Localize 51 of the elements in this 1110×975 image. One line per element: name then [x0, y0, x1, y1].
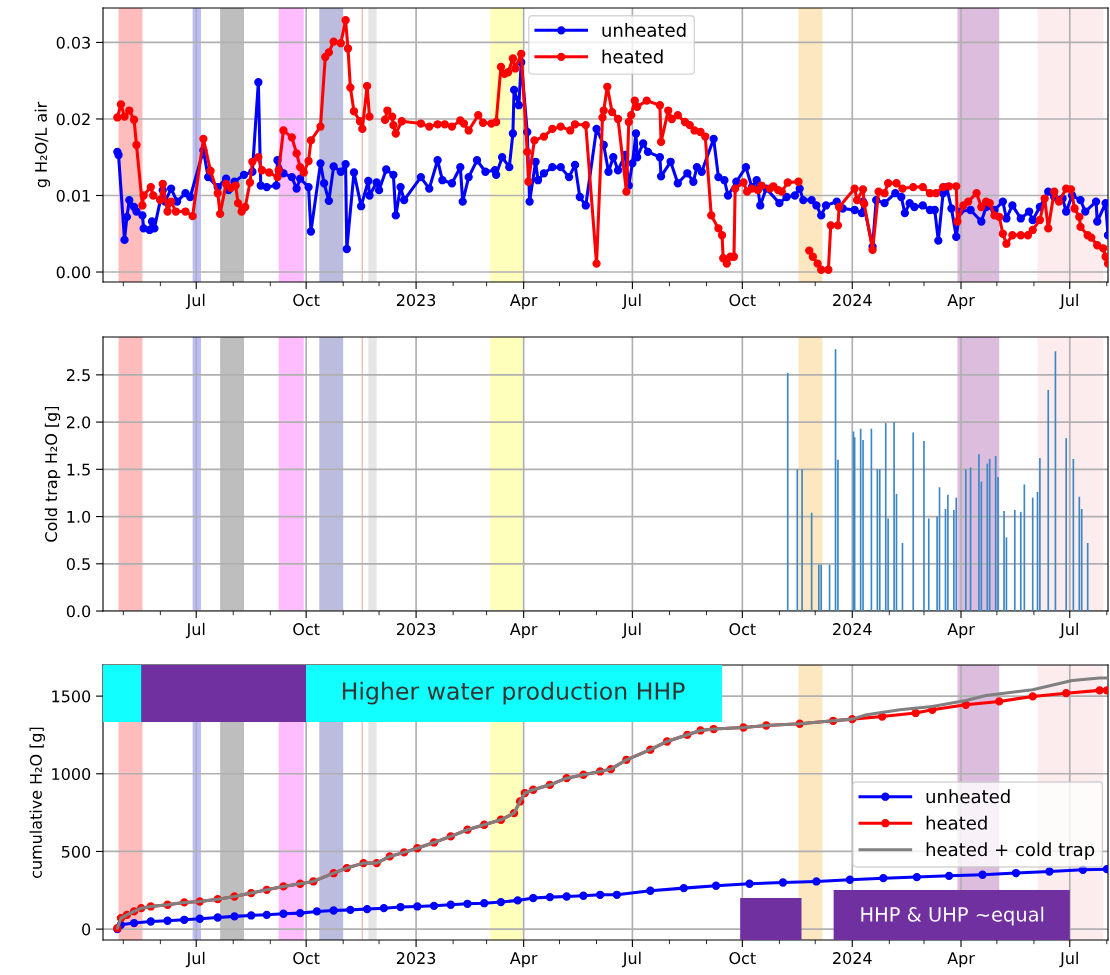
y-axis-title: g H₂O/L air: [34, 101, 51, 188]
x-tick-label: Jul: [185, 293, 205, 310]
x-tick-label: Oct: [293, 623, 320, 636]
legend-label: heated: [602, 49, 663, 64]
x-tick-label: Jul: [1059, 951, 1078, 968]
annotation: HHP & UHP ~equal: [861, 906, 1044, 926]
y-tick-label: 1500: [52, 690, 91, 703]
legend-label: heated + cold trap: [926, 842, 1095, 860]
annotation: Higher water production HHP: [342, 681, 685, 705]
y-tick-label: 0.01: [56, 189, 90, 202]
x-tick-label: Jul: [621, 622, 641, 639]
x-tick-label: 2024: [833, 623, 872, 636]
x-tick-label: Apr: [509, 294, 538, 310]
y-axis-title: Cold trap H₂O [g]: [44, 406, 61, 542]
y-tick-label: 1.5: [67, 463, 90, 476]
x-tick-label: Apr: [509, 952, 538, 968]
x-tick-label: Jul: [185, 622, 205, 639]
x-tick-label: Jul: [1059, 622, 1078, 639]
y-tick-label: 0.02: [56, 113, 90, 126]
y-tick-label: 0.03: [56, 36, 90, 49]
x-tick-label: 2024: [833, 952, 872, 965]
y-tick-label: 500: [61, 845, 91, 858]
x-tick-label: 2023: [396, 952, 436, 965]
x-tick-label: Oct: [729, 294, 756, 307]
y-tick-label: 2.5: [66, 369, 90, 382]
legend-label: heated: [926, 815, 987, 830]
x-tick-label: Apr: [947, 623, 975, 639]
legend-label: unheated: [602, 22, 686, 37]
x-tick-label: Jul: [185, 951, 205, 968]
x-tick-label: Apr: [947, 952, 975, 968]
y-tick-label: 0.5: [66, 558, 90, 571]
x-tick-label: Jul: [621, 293, 641, 310]
y-tick-label: 1000: [52, 768, 91, 781]
y-tick-label: 0.0: [66, 605, 91, 618]
x-tick-label: 2023: [396, 623, 436, 636]
y-tick-label: 1.0: [67, 510, 91, 523]
x-tick-label: 2023: [396, 294, 436, 307]
x-tick-label: Apr: [947, 294, 975, 310]
y-tick-label: 2.0: [66, 416, 91, 429]
x-tick-label: Jul: [1059, 293, 1078, 310]
x-tick-label: Oct: [729, 952, 756, 965]
x-tick-label: 2024: [833, 294, 872, 307]
legend-label: unheated: [926, 789, 1010, 804]
y-axis-title: cumulative H₂O [g]: [29, 727, 45, 878]
x-tick-label: Apr: [509, 623, 538, 639]
x-tick-label: Oct: [729, 623, 756, 636]
x-tick-label: Jul: [621, 951, 641, 968]
x-tick-label: Oct: [293, 952, 320, 965]
y-tick-label: 0.00: [56, 266, 91, 279]
x-tick-label: Oct: [293, 294, 320, 307]
y-tick-label: 0: [82, 923, 91, 936]
